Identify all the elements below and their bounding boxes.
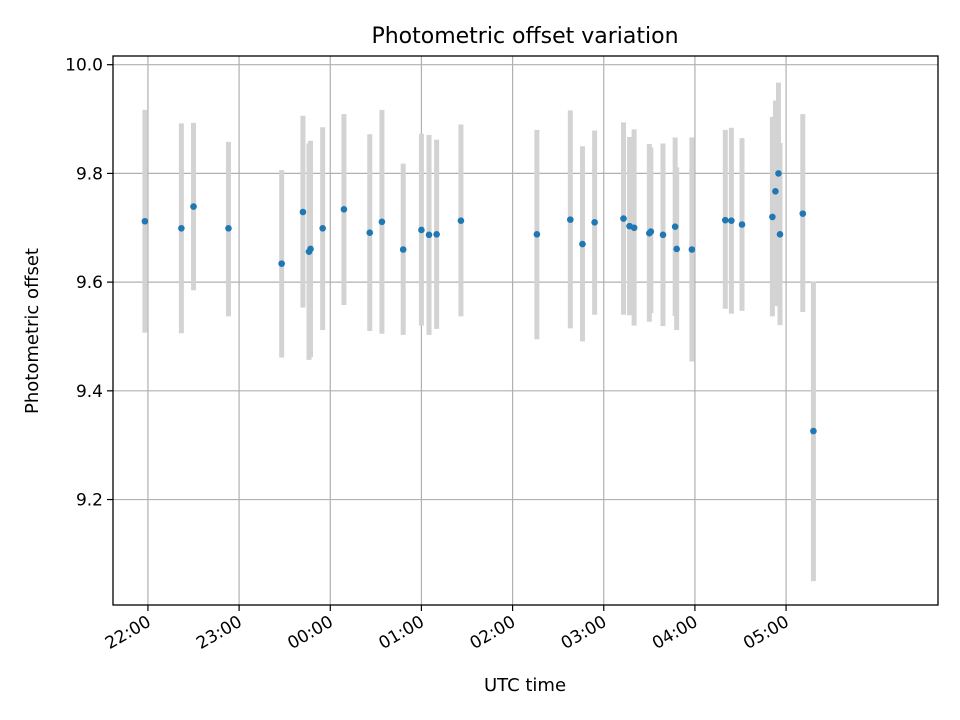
data-point	[775, 170, 782, 177]
x-tick-label: 01:00	[375, 612, 427, 654]
data-point	[810, 427, 817, 435]
y-tick-label: 9.6	[76, 273, 103, 293]
data-point	[630, 224, 638, 232]
data-point	[721, 216, 729, 224]
y-tick-label: 9.4	[76, 382, 103, 402]
data-point	[433, 230, 440, 238]
data-point	[319, 225, 326, 232]
data-point	[728, 217, 735, 224]
data-point	[178, 225, 185, 232]
x-axis-ticks: 22:00 23:00 00:00 01:00 02:00 03:00 04:00 05:00	[102, 605, 793, 654]
y-tick-label: 9.8	[76, 164, 103, 184]
grid-lines	[113, 56, 938, 605]
data-point	[647, 228, 655, 235]
data-point	[190, 203, 197, 210]
data-point	[620, 215, 627, 222]
data-point	[579, 240, 586, 248]
data-point	[671, 223, 679, 230]
data-point	[659, 231, 667, 239]
data-point	[399, 246, 407, 253]
data-point	[299, 208, 307, 216]
data-point	[772, 188, 779, 195]
error-bars	[142, 82, 816, 582]
x-tick-label: 02:00	[467, 612, 519, 654]
x-tick-label: 00:00	[284, 612, 336, 654]
x-axis-label: UTC time	[484, 675, 566, 696]
x-tick-label: 03:00	[558, 612, 610, 654]
y-axis-ticks: 9.2 9.4 9.6 9.8 10.0	[65, 56, 113, 511]
data-points	[141, 170, 817, 435]
data-point	[688, 246, 696, 253]
data-point	[425, 231, 433, 239]
data-point	[418, 226, 425, 234]
data-point	[738, 221, 746, 228]
y-tick-label: 10.0	[65, 56, 103, 76]
y-tick-label: 9.2	[76, 491, 103, 511]
data-point	[378, 218, 386, 226]
data-point	[457, 217, 465, 224]
data-point	[278, 260, 285, 267]
data-point	[799, 210, 807, 217]
data-point	[776, 230, 784, 238]
y-axis-label: Photometric offset	[22, 248, 43, 414]
x-tick-label: 23:00	[193, 612, 245, 654]
x-tick-label: 22:00	[102, 612, 154, 654]
x-tick-label: 05:00	[740, 612, 792, 654]
data-point	[591, 219, 598, 226]
data-point	[225, 225, 232, 232]
x-tick-label: 04:00	[649, 612, 701, 654]
data-point	[769, 213, 776, 221]
chart-title: Photometric offset variation	[371, 24, 678, 49]
data-point	[141, 217, 149, 225]
data-point	[366, 229, 374, 236]
plot-frame	[112, 55, 939, 606]
data-point	[533, 230, 541, 238]
data-point	[673, 245, 680, 253]
data-point	[340, 205, 348, 213]
data-point	[567, 216, 574, 223]
data-point	[307, 245, 314, 253]
